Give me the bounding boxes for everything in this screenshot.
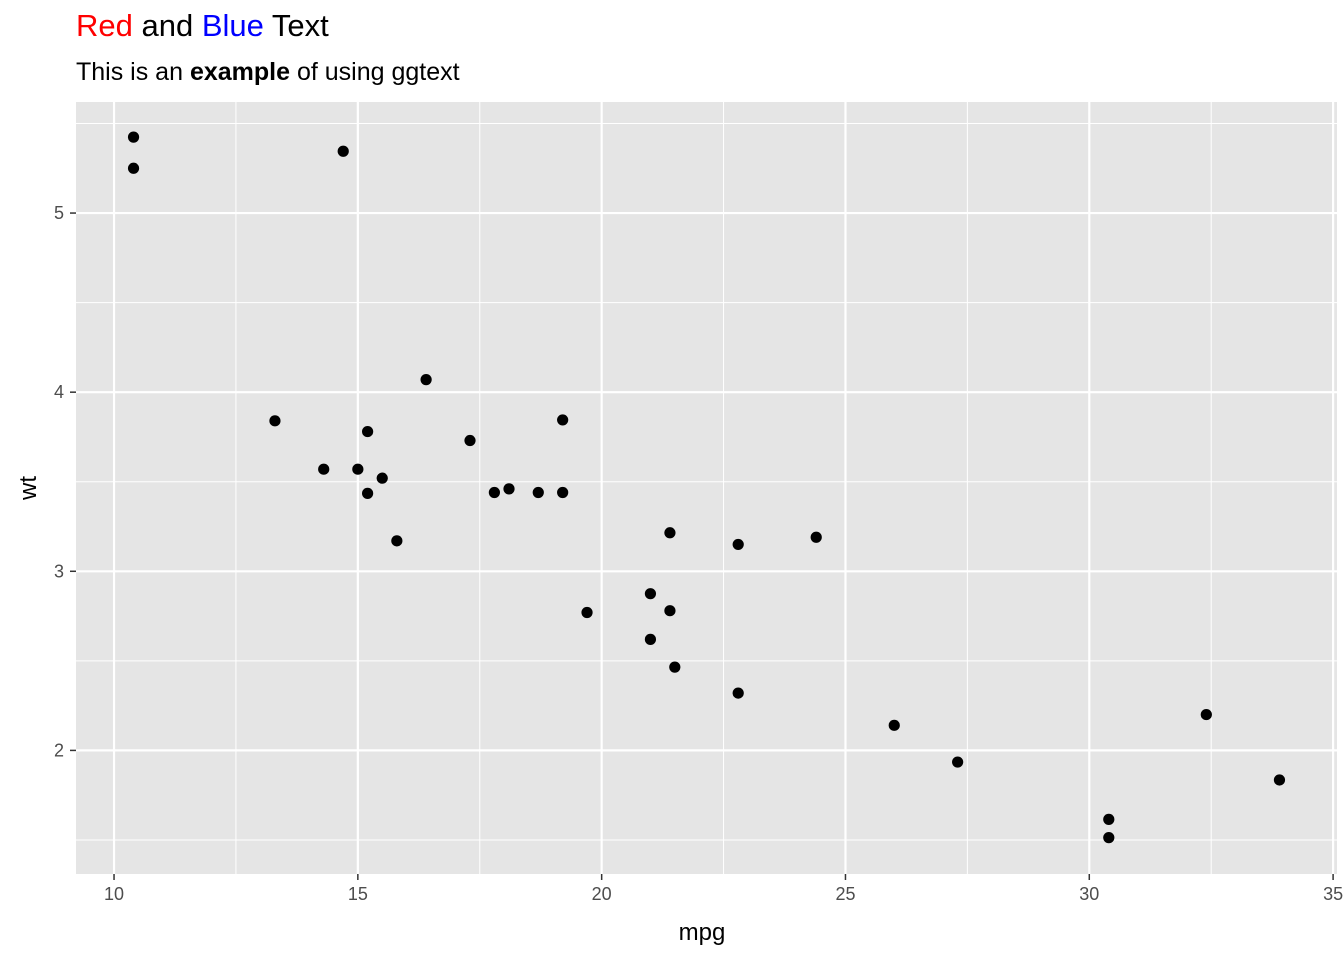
x-axis-title: mpg <box>679 919 726 946</box>
y-tick-label: 4 <box>54 382 64 402</box>
chart-subtitle: This is an example of using ggtext <box>76 58 460 87</box>
minor-gridlines <box>76 102 1337 874</box>
data-point <box>644 588 657 600</box>
x-tick-label: 30 <box>1079 884 1099 904</box>
data-point <box>952 756 964 768</box>
x-tick-label: 35 <box>1323 884 1343 904</box>
data-point <box>391 535 403 547</box>
data-point <box>557 414 569 426</box>
chart-title: Red and Blue Text <box>76 8 329 44</box>
data-point <box>669 661 681 673</box>
data-points <box>127 131 1286 844</box>
data-point <box>732 538 744 551</box>
x-tick-label: 25 <box>835 884 855 904</box>
data-point <box>362 425 374 438</box>
data-point <box>664 605 676 617</box>
data-point <box>318 463 330 475</box>
y-tick-label: 5 <box>54 203 64 223</box>
y-tick-label: 3 <box>54 561 64 581</box>
x-tick-label: 15 <box>348 884 368 904</box>
subtitle-end: of using ggtext <box>290 58 460 86</box>
data-point <box>488 486 500 499</box>
data-point <box>810 531 822 543</box>
major-gridlines <box>76 102 1337 874</box>
data-point <box>127 131 140 143</box>
data-point <box>732 687 744 699</box>
y-tick-label: 2 <box>54 740 64 760</box>
data-point <box>337 145 349 157</box>
x-tick-label: 20 <box>592 884 612 904</box>
data-point <box>557 486 569 499</box>
data-point <box>1273 774 1286 786</box>
data-point <box>1103 832 1115 844</box>
data-point <box>664 527 676 539</box>
x-axis-ticks: 10 15 20 25 30 35 <box>104 874 1343 904</box>
data-point <box>532 486 544 499</box>
data-point <box>503 483 515 495</box>
data-point <box>464 434 476 447</box>
plot-panel <box>76 102 1337 874</box>
data-point <box>127 162 140 174</box>
data-point <box>269 415 281 427</box>
title-and-word: and <box>132 8 202 43</box>
x-tick-label: 10 <box>104 884 124 904</box>
y-axis-ticks: 2 3 4 5 <box>54 203 76 760</box>
data-point <box>420 374 432 386</box>
subtitle-bold-word: example <box>189 58 290 86</box>
subtitle-start: This is an <box>76 58 190 86</box>
data-point <box>644 633 657 645</box>
title-blue-word: Blue <box>201 8 264 43</box>
data-point <box>1103 813 1115 825</box>
data-point <box>1200 708 1212 721</box>
title-text-word: Text <box>263 8 329 43</box>
data-point <box>888 719 900 731</box>
title-red-word: Red <box>76 8 133 43</box>
data-point <box>352 463 364 475</box>
data-point <box>376 472 388 484</box>
data-point <box>362 487 374 499</box>
data-point <box>581 606 593 619</box>
y-axis-title: wt <box>15 476 42 501</box>
